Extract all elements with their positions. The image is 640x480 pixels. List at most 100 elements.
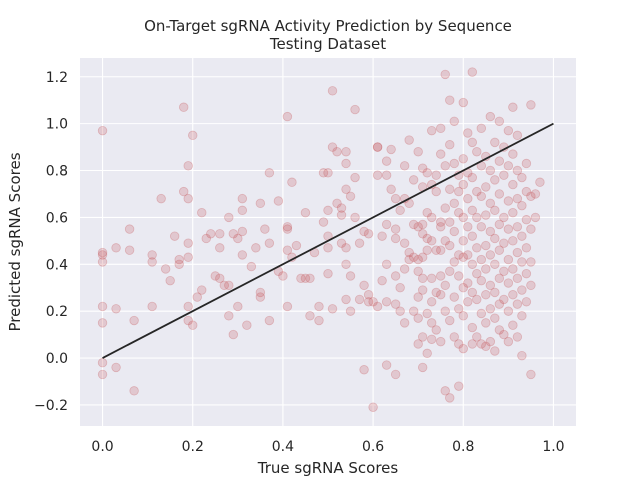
data-point	[408, 175, 419, 185]
data-point	[327, 142, 338, 152]
data-point	[485, 226, 496, 237]
data-point	[494, 189, 505, 199]
data-point	[404, 247, 414, 258]
data-point	[472, 332, 482, 342]
data-point	[390, 224, 401, 234]
data-point	[494, 116, 505, 126]
data-point	[282, 111, 293, 122]
data-point	[449, 292, 459, 302]
data-point	[476, 308, 487, 319]
data-point	[363, 297, 374, 307]
data-point	[341, 184, 351, 194]
data-point	[282, 224, 293, 234]
data-point	[427, 125, 437, 136]
data-point	[237, 250, 248, 260]
data-point	[463, 193, 473, 204]
data-point	[381, 297, 392, 307]
data-point	[417, 229, 428, 239]
x-tick-label: 0.6	[362, 439, 384, 455]
data-point	[417, 273, 428, 284]
data-point	[215, 229, 225, 239]
data-point	[481, 318, 491, 328]
grid-lines	[80, 58, 576, 426]
data-point	[147, 250, 157, 260]
data-point	[224, 212, 234, 223]
data-point	[427, 297, 437, 307]
data-point	[476, 191, 487, 201]
data-point	[458, 343, 468, 354]
data-point	[345, 191, 356, 201]
data-point	[494, 273, 505, 284]
data-point	[494, 325, 505, 335]
data-point	[318, 168, 329, 178]
data-point	[449, 332, 459, 342]
data-point	[381, 259, 392, 269]
data-point	[454, 250, 464, 260]
data-point	[521, 297, 532, 307]
data-point	[481, 341, 491, 352]
data-point	[282, 245, 293, 255]
data-point	[440, 203, 450, 213]
data-point	[445, 140, 455, 150]
data-point	[255, 287, 266, 298]
data-point	[427, 273, 437, 284]
data-point	[517, 257, 527, 267]
data-point	[490, 313, 500, 323]
data-point	[350, 104, 360, 115]
data-point	[368, 297, 378, 307]
data-point	[404, 135, 414, 145]
data-point	[183, 315, 193, 326]
data-point	[485, 165, 496, 176]
data-point	[97, 125, 108, 136]
data-point	[440, 386, 450, 396]
data-point	[490, 259, 500, 269]
data-point	[508, 264, 518, 274]
data-point	[458, 154, 468, 164]
data-point	[512, 222, 523, 232]
data-point	[494, 156, 505, 166]
y-axis-label: Predicted sgRNA Scores	[6, 152, 24, 331]
data-point	[129, 315, 139, 326]
data-point	[264, 315, 275, 326]
data-point	[521, 243, 532, 253]
data-point	[260, 224, 270, 234]
data-point	[503, 125, 514, 136]
data-point	[440, 236, 450, 246]
data-point	[476, 254, 487, 265]
y-tick-label: 0.8	[46, 164, 68, 180]
data-point	[219, 280, 229, 291]
data-point	[327, 86, 338, 96]
data-point	[336, 210, 347, 220]
data-point	[440, 280, 450, 291]
data-point	[129, 386, 139, 396]
data-point	[467, 67, 477, 77]
chart-title: On-Target sgRNA Activity Prediction by S…	[144, 17, 512, 35]
data-point	[458, 212, 468, 223]
y-tick-label: 0.0	[46, 351, 68, 367]
x-tick-labels: 0.0 0.2 0.4 0.6 0.8 1.0	[91, 439, 564, 455]
data-point	[427, 334, 437, 344]
data-point	[372, 142, 383, 152]
data-point	[97, 358, 108, 368]
data-points	[97, 67, 545, 412]
y-tick-label: −0.2	[34, 398, 68, 414]
data-point	[300, 208, 311, 218]
data-point	[467, 339, 477, 349]
data-point	[147, 301, 157, 312]
data-point	[417, 219, 428, 230]
data-point	[215, 243, 225, 253]
data-point	[183, 193, 193, 204]
data-point	[179, 102, 189, 112]
data-point	[291, 240, 302, 251]
data-point	[512, 193, 523, 204]
data-point	[255, 198, 266, 209]
data-point	[124, 224, 135, 234]
x-tick-label: 0.8	[452, 439, 474, 455]
data-point	[345, 271, 356, 281]
y-tick-labels: −0.2 0.0 0.2 0.4 0.6 0.8 1.0 1.2	[34, 70, 68, 414]
data-point	[408, 306, 419, 316]
data-point	[517, 285, 527, 295]
data-point	[242, 320, 252, 330]
data-point	[445, 217, 455, 227]
data-point	[192, 292, 202, 302]
